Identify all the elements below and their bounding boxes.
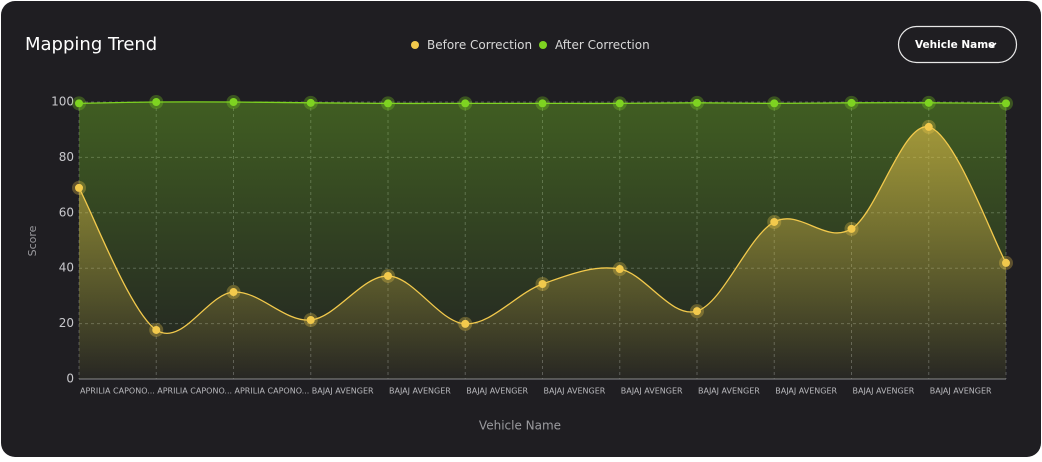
dropdown[interactable]: Vehicle Name (897, 25, 1018, 64)
y-tick-label: 20 (59, 316, 74, 330)
point (303, 95, 318, 110)
x-axis-title: Vehicle Name (479, 419, 561, 433)
x-tick-label: BAJAJ AVENGER (853, 387, 915, 396)
x-tick-label: BAJAJ AVENGER (466, 387, 528, 396)
point (149, 95, 164, 109)
legend-label: After Correction (555, 38, 650, 52)
point (458, 96, 473, 111)
point (535, 96, 550, 111)
y-axis-title: Score (26, 225, 39, 256)
dropdown-border[interactable] (897, 25, 1018, 64)
point (690, 95, 704, 110)
x-tick-label: BAJAJ AVENGER (312, 387, 374, 396)
point (767, 96, 782, 111)
dropdown-label[interactable]: Vehicle Name (915, 39, 995, 51)
point (535, 276, 550, 291)
point (999, 96, 1013, 111)
point (612, 96, 627, 111)
y-tick-label: 80 (59, 150, 74, 164)
x-tick-label: BAJAJ AVENGER (544, 387, 606, 396)
point (381, 96, 395, 111)
point (149, 322, 164, 337)
legend-marker (539, 41, 547, 49)
x-tick-label: BAJAJ AVENGER (621, 387, 683, 396)
x-tick-label: BAJAJ AVENGER (930, 387, 992, 396)
point (381, 268, 395, 283)
x-tick-label: BAJAJ AVENGER (698, 387, 760, 396)
legend-label: Before Correction (427, 38, 532, 52)
point (72, 96, 86, 111)
x-tick-label: APRILIA CAPONO... (157, 387, 232, 396)
area (79, 126, 1006, 379)
point (226, 285, 241, 300)
point (844, 95, 859, 110)
point (303, 312, 318, 327)
point (612, 262, 627, 277)
point (921, 95, 936, 110)
chevron[interactable] (988, 42, 997, 48)
point (844, 221, 859, 236)
chart-title: Mapping Trend (25, 34, 157, 55)
point (921, 119, 936, 134)
y-tick-label: 60 (59, 205, 74, 219)
y-tick-label: 100 (51, 95, 74, 109)
point (226, 95, 241, 109)
x-tick-label: BAJAJ AVENGER (389, 387, 451, 396)
y-tick-label: 40 (59, 261, 74, 275)
point (767, 214, 782, 229)
point (999, 255, 1013, 270)
x-tick-label: BAJAJ AVENGER (775, 387, 837, 396)
x-tick-label: APRILIA CAPONO... (235, 387, 310, 396)
legend-marker (411, 41, 419, 49)
point (690, 304, 704, 319)
point (72, 180, 86, 195)
point (458, 316, 473, 331)
y-tick-label: 0 (66, 372, 74, 386)
x-tick-label: APRILIA CAPONO... (80, 387, 155, 396)
